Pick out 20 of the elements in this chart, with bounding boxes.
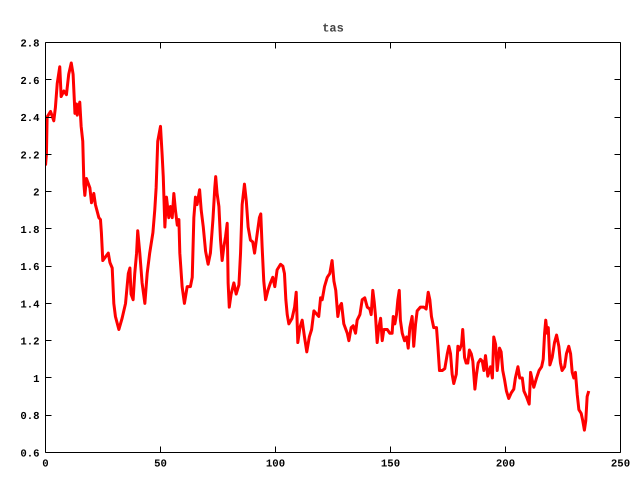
y-tick-label: 1.6 (20, 262, 40, 274)
x-tick-label: 0 (42, 458, 49, 470)
x-tick-label: 100 (266, 458, 286, 470)
y-tick-label: 2 (33, 188, 40, 200)
y-tick-label: 2.6 (20, 76, 40, 88)
x-tick-label: 250 (610, 458, 630, 470)
y-tick-label: 1.8 (20, 224, 40, 237)
x-tick-label: 150 (380, 458, 400, 470)
x-tick-label: 200 (496, 458, 516, 470)
y-tick-label: 2.4 (20, 113, 40, 126)
y-tick-label: 1 (33, 374, 40, 386)
x-tick-label: 50 (154, 458, 167, 470)
y-tick-label: 2.2 (20, 150, 40, 162)
y-tick-label: 0.6 (20, 448, 40, 460)
y-tick-label: 1.2 (20, 336, 40, 349)
y-tick-label: 2.8 (20, 38, 40, 50)
chart-title: tas (322, 22, 344, 36)
y-tick-label: 0.8 (20, 411, 40, 424)
line-series (46, 62, 590, 432)
y-tick-label: 1.4 (20, 299, 40, 312)
